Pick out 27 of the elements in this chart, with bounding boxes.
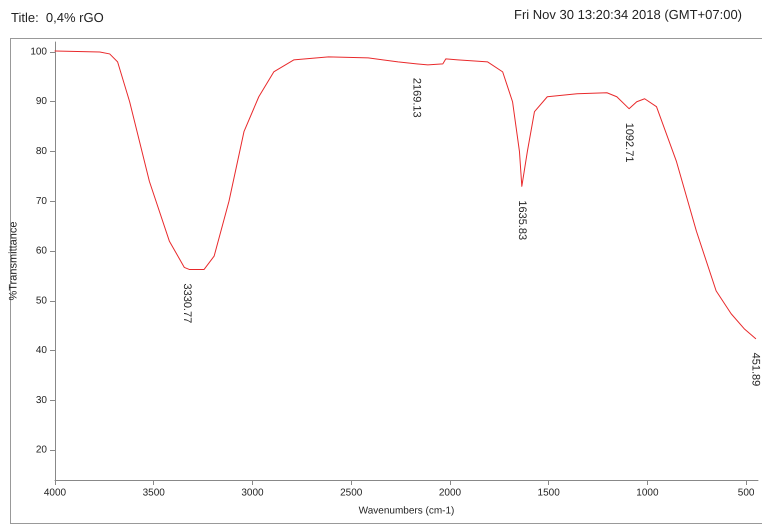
x-tick-label: 2000 [438, 488, 462, 498]
y-tick-label: 60 [36, 246, 48, 257]
x-tick-label: 4000 [44, 488, 67, 498]
x-tick-label: 1500 [538, 488, 560, 498]
chart-title: Title: 0,4% rGO [11, 10, 104, 25]
annotation: 1092.71 [623, 122, 636, 162]
annotation: 3330.77 [181, 283, 194, 324]
y-tick-label: 100 [30, 46, 48, 58]
x-tick-label: 2500 [340, 488, 363, 498]
y-tick-label: 90 [36, 96, 48, 108]
y-tick-label: 30 [36, 394, 48, 406]
y-axis-title: %Transmittance [8, 221, 20, 301]
x-axis-title: Wavenumbers (cm-1) [358, 506, 454, 516]
x-tick-label: 3500 [142, 488, 166, 498]
y-tick-label: 50 [36, 295, 48, 306]
y-tick-label: 20 [36, 444, 48, 456]
x-tick-label: 500 [738, 488, 755, 498]
annotation: 451.89 [750, 352, 762, 386]
x-tick-label: 1000 [636, 488, 659, 498]
y-tick-label: 80 [36, 146, 48, 157]
annotation: 1635.83 [516, 200, 528, 240]
line-series [54, 50, 756, 340]
annotation: 2169.13 [410, 78, 423, 118]
x-tick-label: 3000 [241, 488, 264, 498]
y-tick-label: 70 [36, 196, 48, 207]
text: Fri Nov 30 13:20:34 2018 (GMT+07:00) [514, 7, 742, 22]
y-tick-label: 40 [36, 345, 48, 356]
